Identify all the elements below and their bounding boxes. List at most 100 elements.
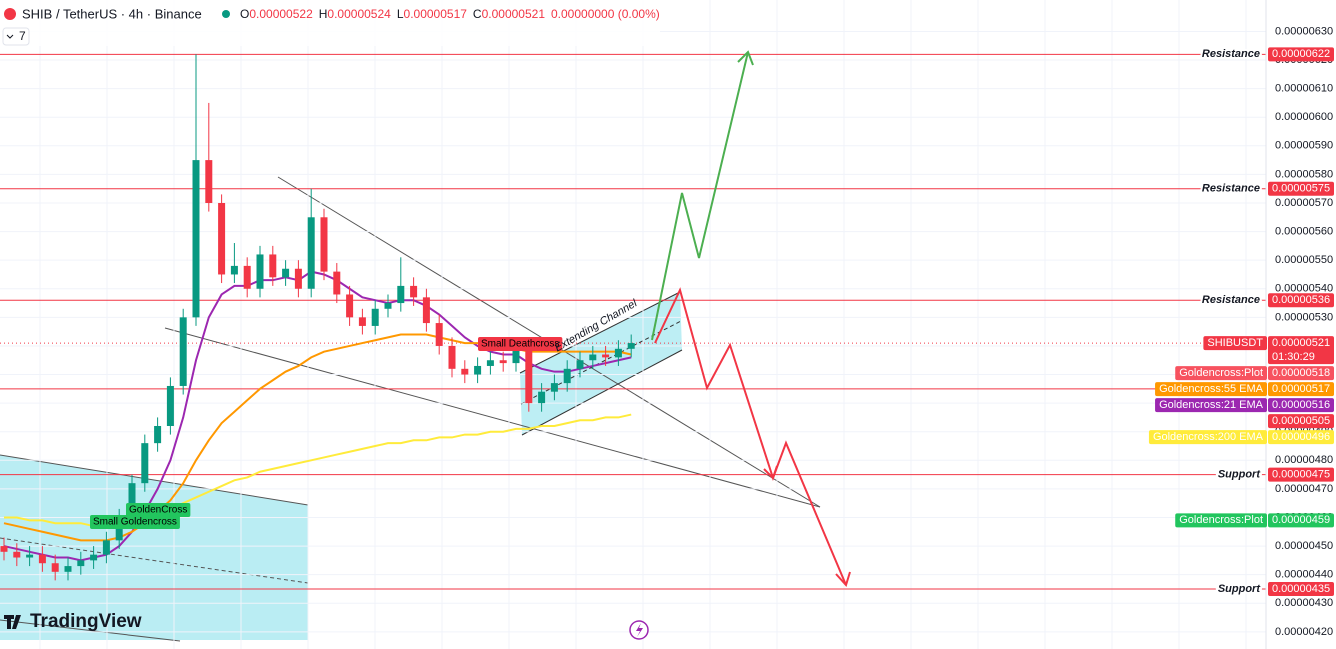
y-tick-label: 0.00000570 xyxy=(1275,197,1333,209)
trend-line xyxy=(164,327,821,508)
annotation-box xyxy=(478,337,563,351)
price-axis xyxy=(1266,0,1336,649)
level-name: Support xyxy=(1218,469,1261,481)
candle-body xyxy=(563,368,571,384)
candle-body xyxy=(410,285,418,298)
candle-body xyxy=(269,254,277,278)
candle-body xyxy=(141,443,149,484)
logo-mark xyxy=(4,615,21,629)
ohlc-value: 0.00000524 xyxy=(327,7,391,21)
candle-body xyxy=(525,345,533,404)
candle-body xyxy=(538,391,546,404)
y-tick-label: 0.00000530 xyxy=(1275,311,1333,323)
header-bg xyxy=(0,0,660,46)
price-tag-label: 0.00000518 xyxy=(1272,367,1330,379)
candle-body xyxy=(294,268,302,289)
watermark: TradingView xyxy=(30,611,142,632)
candle-body xyxy=(320,217,328,272)
bull-arrow xyxy=(651,51,749,341)
price-tag-label: 0.00000521 xyxy=(1272,337,1330,349)
symbol-icon xyxy=(4,8,16,20)
level-name: Resistance xyxy=(1202,48,1260,60)
lightning-glyph xyxy=(636,623,643,637)
indicator-toggle[interactable] xyxy=(2,27,30,46)
price-tag-label: 0.00000475 xyxy=(1272,469,1330,481)
tag-name-box xyxy=(1155,382,1267,397)
ohlc-label: H xyxy=(319,7,328,21)
price-tag xyxy=(1268,336,1334,365)
price-tag-label: 0.00000536 xyxy=(1272,294,1330,306)
channel-line xyxy=(519,291,681,374)
candle-body xyxy=(0,546,8,552)
ohlc-label: O xyxy=(240,7,249,21)
y-tick-label: 0.00000440 xyxy=(1275,569,1333,581)
tag-name-box xyxy=(1175,366,1267,381)
channel-line xyxy=(520,320,682,405)
price-tag xyxy=(1268,293,1334,308)
candle-body xyxy=(461,368,469,375)
change: 0.00000000 (0.00%) xyxy=(551,7,660,21)
annotation-box xyxy=(90,515,180,529)
candle-body xyxy=(397,285,405,304)
candle-body xyxy=(90,554,98,561)
candle-body xyxy=(26,554,34,558)
candle-body xyxy=(192,160,200,318)
channel-line xyxy=(521,349,683,436)
candle-body xyxy=(474,365,482,375)
candle-body xyxy=(576,360,584,369)
tag-name-box xyxy=(1155,398,1267,413)
indicator-count: 7 xyxy=(19,29,26,43)
countdown: 01:30:29 xyxy=(1272,351,1315,363)
price-tag xyxy=(1268,398,1334,413)
candle-body xyxy=(550,383,558,392)
arrow-head xyxy=(763,465,778,480)
candle-body xyxy=(627,343,635,349)
candle-body xyxy=(230,265,238,275)
candle-body xyxy=(128,483,136,518)
arrow-head xyxy=(737,50,754,66)
y-tick-label: 0.00000590 xyxy=(1275,140,1333,152)
level-name: Resistance xyxy=(1202,294,1260,306)
chevron xyxy=(6,34,14,39)
ohlc-value: 0.00000517 xyxy=(404,7,468,21)
price-tag xyxy=(1268,414,1334,429)
tag-name: SHIBUSDT xyxy=(1207,337,1263,349)
candle-body xyxy=(51,563,59,572)
candle-body xyxy=(435,323,443,346)
candle-body xyxy=(64,566,72,572)
tag-name: Goldencross:Plot xyxy=(1179,514,1263,526)
tag-name-box xyxy=(1148,430,1267,445)
price-tag xyxy=(1268,467,1334,482)
ohlc-label: L xyxy=(397,7,404,21)
projection xyxy=(629,50,851,640)
candle-body xyxy=(243,265,251,289)
price-tag xyxy=(1268,430,1334,445)
tag-name-box xyxy=(1175,513,1267,528)
tag-name-box xyxy=(1203,336,1267,351)
price-tag-label: 0.00000622 xyxy=(1272,48,1330,60)
candle-body xyxy=(486,360,494,366)
header: SHIB / TetherUS · 4h · Binance O0.000005… xyxy=(0,0,660,46)
candle-body xyxy=(282,268,290,278)
price-tag-label: 0.00000517 xyxy=(1272,383,1330,395)
y-tick-label: 0.00000580 xyxy=(1275,168,1333,180)
price-tag xyxy=(1268,181,1334,196)
candle-body xyxy=(166,385,174,426)
candle-body xyxy=(512,345,520,364)
market-status xyxy=(222,10,230,18)
candle-body xyxy=(307,217,315,289)
price-tag-label: 0.00000496 xyxy=(1272,431,1330,443)
price-tag-label: 0.00000459 xyxy=(1272,514,1330,526)
candle-body xyxy=(422,297,430,324)
candle-body xyxy=(154,425,162,444)
y-tick-label: 0.00000630 xyxy=(1275,25,1333,37)
y-tick-label: 0.00000430 xyxy=(1275,597,1333,609)
annotation-box xyxy=(126,503,191,517)
price-tag xyxy=(1268,513,1334,528)
annotation: Small Deathcross xyxy=(481,339,559,350)
tag-name: Goldencross:55 EMA xyxy=(1159,383,1264,395)
candle-body xyxy=(205,160,213,203)
price-tag xyxy=(1268,382,1334,397)
candle-body xyxy=(448,345,456,369)
candle-body xyxy=(358,317,366,326)
